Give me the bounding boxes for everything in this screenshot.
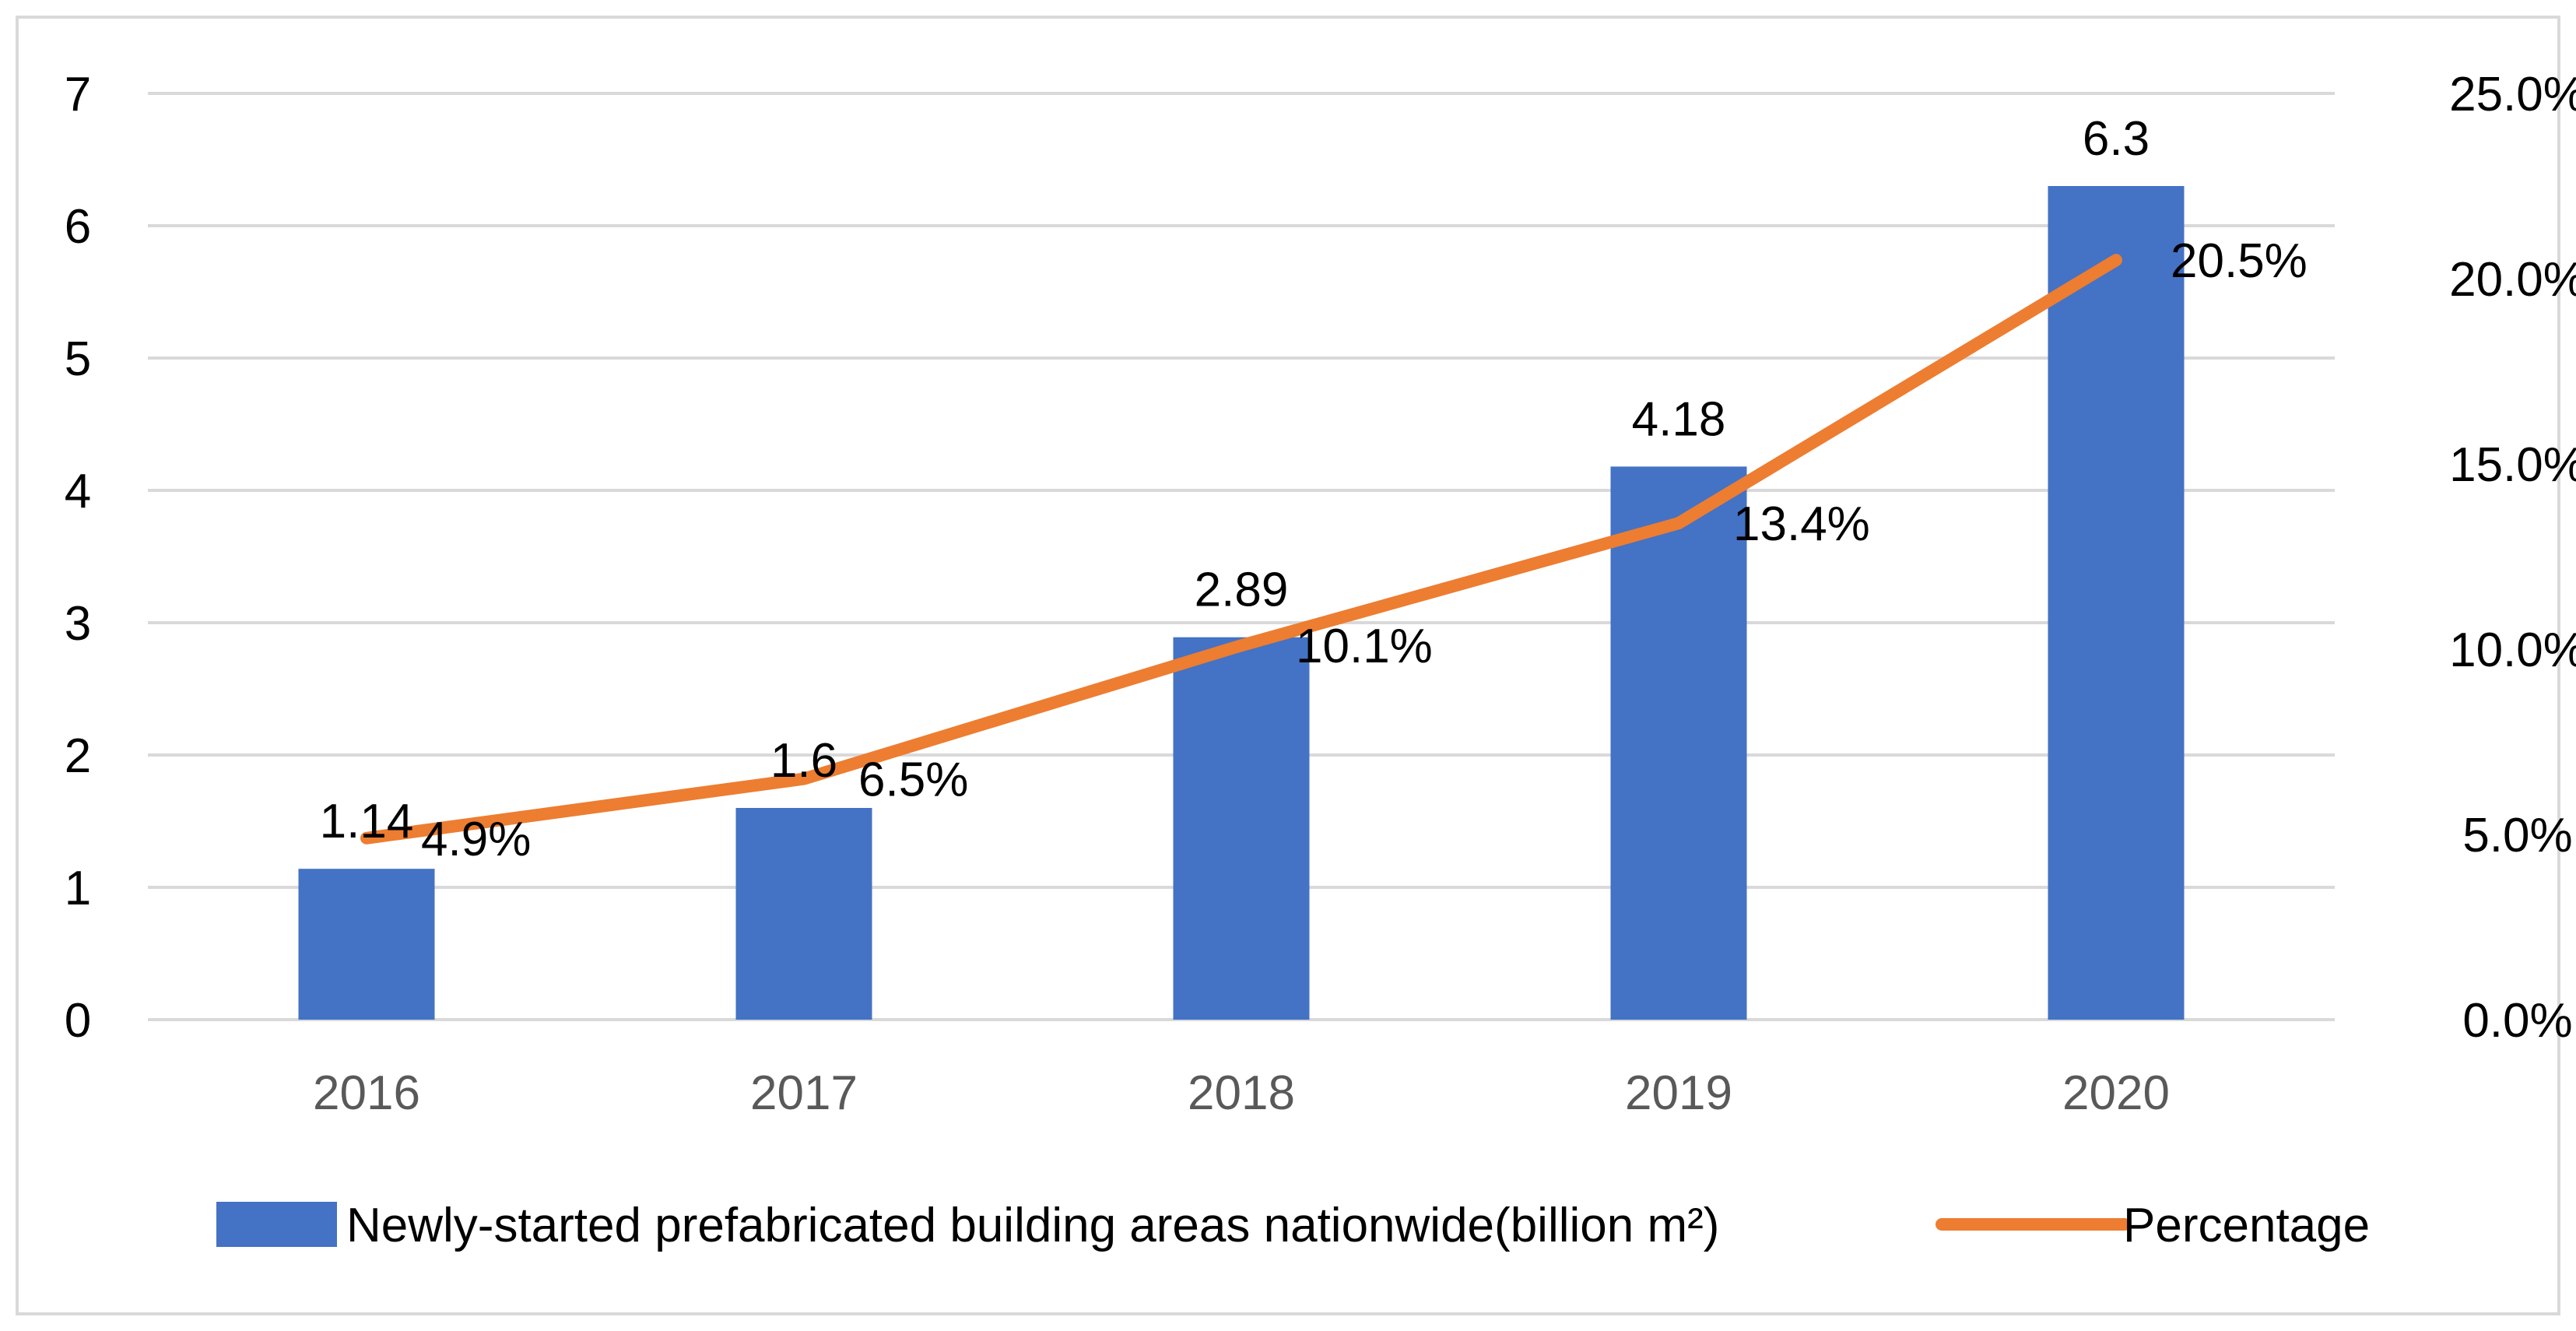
- right-axis-tick-label: 5.0%: [2462, 809, 2572, 862]
- bar-value-label: 2.89: [1195, 564, 1289, 617]
- category-label: 2016: [313, 1066, 420, 1120]
- line-point: [366, 837, 367, 839]
- category-label: 2019: [1625, 1066, 1732, 1120]
- line-value-label: 20.5%: [2171, 234, 2308, 288]
- line-point: [1241, 644, 1242, 647]
- bar: [1610, 466, 1747, 1020]
- bar: [298, 869, 435, 1020]
- category-axis-labels: 2016 2017 2018 2019 2020: [313, 1066, 2170, 1120]
- legend-label-line: Percentage: [2123, 1199, 2370, 1252]
- right-axis-tick-label: 25.0%: [2449, 68, 2576, 121]
- left-axis-tick-label: 7: [65, 68, 91, 121]
- line-value-label: 13.4%: [1733, 497, 1870, 551]
- left-axis-tick-label: 2: [65, 729, 91, 783]
- right-axis-tick-label: 20.0%: [2449, 253, 2576, 307]
- bar-value-label: 6.3: [2083, 112, 2150, 166]
- right-axis-tick-label: 15.0%: [2449, 438, 2576, 492]
- bar: [1173, 637, 1310, 1020]
- line-point: [2115, 259, 2117, 262]
- line-data-labels: 4.9% 6.5% 10.1% 13.4% 20.5%: [421, 234, 2308, 866]
- bar: [735, 808, 872, 1020]
- right-axis-tick-label: 10.0%: [2449, 623, 2576, 677]
- legend-label-bars: Newly-started prefabricated building are…: [346, 1199, 1719, 1252]
- category-label: 2018: [1188, 1066, 1295, 1120]
- left-axis-tick-label: 1: [65, 862, 91, 915]
- left-axis-tick-label: 0: [65, 994, 91, 1048]
- category-label: 2017: [750, 1066, 858, 1120]
- bar-value-label: 1.14: [320, 795, 414, 848]
- line-value-label: 10.1%: [1296, 620, 1433, 673]
- line-point: [1678, 522, 1679, 525]
- bar-series: [298, 186, 2185, 1020]
- left-axis-tick-label: 3: [65, 597, 91, 651]
- gridlines: [148, 92, 2335, 1021]
- line-point: [803, 778, 805, 780]
- bar-value-label: 4.18: [1632, 392, 1726, 446]
- line-series: [360, 254, 2122, 845]
- right-axis-labels: 0.0% 5.0% 10.0% 15.0% 20.0% 25.0%: [2449, 68, 2576, 1048]
- left-axis-labels: 0 1 2 3 4 5 6 7: [65, 68, 91, 1048]
- bar: [2048, 186, 2185, 1020]
- right-axis-tick-label: 0.0%: [2462, 994, 2572, 1048]
- left-axis-tick-label: 6: [65, 200, 91, 254]
- left-axis-tick-label: 4: [65, 465, 91, 518]
- line-value-label: 6.5%: [858, 753, 968, 807]
- legend: Newly-started prefabricated building are…: [216, 1199, 2370, 1252]
- bar-value-label: 1.6: [770, 734, 837, 788]
- left-axis-tick-label: 5: [65, 332, 91, 386]
- legend-swatch-bars: [216, 1202, 337, 1247]
- bar-data-labels: 1.14 1.6 2.89 4.18 6.3: [320, 112, 2150, 848]
- category-label: 2020: [2062, 1066, 2170, 1120]
- line-value-label: 4.9%: [421, 813, 531, 866]
